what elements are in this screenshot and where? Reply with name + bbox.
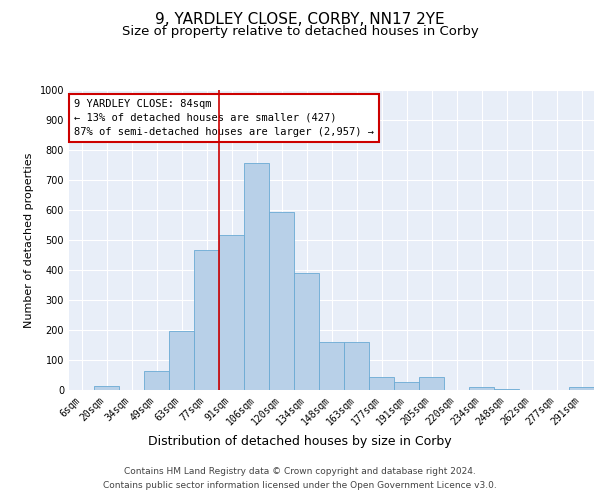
Bar xyxy=(419,377,444,390)
Text: 9 YARDLEY CLOSE: 84sqm
← 13% of detached houses are smaller (427)
87% of semi-de: 9 YARDLEY CLOSE: 84sqm ← 13% of detached… xyxy=(74,99,374,137)
Text: Distribution of detached houses by size in Corby: Distribution of detached houses by size … xyxy=(148,435,452,448)
Bar xyxy=(294,273,319,390)
Bar xyxy=(269,212,294,390)
Text: Contains HM Land Registry data © Crown copyright and database right 2024.: Contains HM Land Registry data © Crown c… xyxy=(124,468,476,476)
Bar xyxy=(169,331,194,390)
Bar xyxy=(319,342,344,390)
Text: 9, YARDLEY CLOSE, CORBY, NN17 2YE: 9, YARDLEY CLOSE, CORBY, NN17 2YE xyxy=(155,12,445,28)
Bar xyxy=(369,378,394,390)
Bar xyxy=(394,382,419,390)
Bar xyxy=(494,389,519,390)
Bar xyxy=(94,386,119,390)
Bar xyxy=(244,163,269,390)
Bar xyxy=(144,371,169,390)
Bar xyxy=(469,387,494,390)
Bar xyxy=(219,235,244,390)
Bar xyxy=(569,387,594,390)
Y-axis label: Number of detached properties: Number of detached properties xyxy=(24,152,34,328)
Text: Size of property relative to detached houses in Corby: Size of property relative to detached ho… xyxy=(122,25,478,38)
Bar xyxy=(344,342,369,390)
Text: Contains public sector information licensed under the Open Government Licence v3: Contains public sector information licen… xyxy=(103,481,497,490)
Bar xyxy=(194,250,219,390)
